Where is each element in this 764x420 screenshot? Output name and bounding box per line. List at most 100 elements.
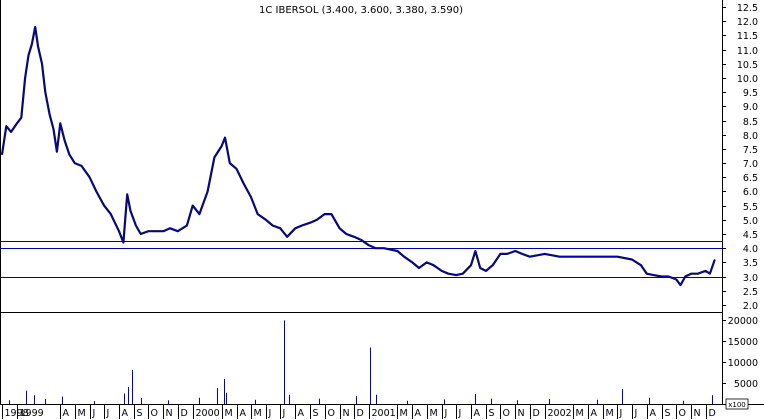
x-tick-label: D [357, 408, 364, 419]
price-y-tick-label: 5.0 [743, 216, 758, 227]
price-point [49, 114, 51, 116]
price-point [235, 168, 238, 170]
x-tick-label: J [634, 408, 638, 419]
price-point [709, 273, 711, 275]
price-point [80, 165, 83, 167]
price-y-tick-label: 6.5 [743, 173, 758, 184]
price-y-tick-label: 12.0 [737, 17, 758, 28]
price-y-tick-label: 2.0 [743, 301, 758, 312]
x-tick-label: A [298, 408, 305, 419]
x-tick-label: J [458, 408, 462, 419]
price-y-tick-label: 3.5 [743, 258, 758, 269]
price-y-tick-label: 5.5 [743, 202, 758, 213]
price-point [89, 176, 91, 178]
price-y-tick-label: 4.5 [743, 230, 758, 241]
x-tick-label: N [166, 408, 173, 419]
x-tick-label: N [343, 408, 350, 419]
price-point [294, 227, 296, 229]
price-point [396, 250, 398, 252]
price-point [383, 247, 385, 249]
price-point [690, 273, 692, 275]
x-tick-label: J [282, 408, 286, 419]
volume-multiplier-label: x100 [728, 401, 746, 409]
x-tick-label: A [63, 408, 70, 419]
price-point [31, 43, 33, 45]
price-point [213, 156, 215, 158]
price-point [330, 213, 332, 215]
price-y-tick-label: 9.0 [743, 102, 758, 113]
x-tick-label: 2001 [372, 408, 396, 419]
x-tick-label: O [328, 408, 335, 419]
price-point [37, 46, 39, 48]
x-tick-label: M [576, 408, 584, 419]
price-point [10, 131, 12, 133]
price-y-tick-label: 2.5 [743, 287, 758, 298]
price-point [177, 230, 179, 232]
price-point [44, 91, 46, 93]
price-point [411, 261, 413, 263]
x-tick-label: S [489, 408, 495, 419]
x-tick-label: N [694, 408, 701, 419]
price-point [521, 253, 523, 255]
price-point [59, 122, 61, 124]
price-point [64, 139, 66, 141]
price-y-axis: 2.0 2.5 3.0 3.5 4.0 4.5 5.0 5.5 6.0 6.5 7.0 7.5 8.0 8… [722, 3, 758, 312]
price-point [479, 267, 481, 269]
price-point [697, 273, 699, 275]
price-y-tick-label: 11.0 [737, 46, 758, 57]
price-point [441, 270, 443, 272]
price-point [103, 205, 105, 207]
x-tick-label: M [606, 408, 614, 419]
price-point [279, 227, 281, 229]
price-point [345, 233, 347, 235]
x-tick-label: A [122, 408, 129, 419]
price-point [705, 270, 707, 272]
price-point [432, 264, 435, 266]
volume-y-axis: 5000 10000 15000 20000 [722, 316, 758, 390]
x-tick-label: N [518, 408, 525, 419]
x-tick-label: 1999 [20, 408, 44, 419]
price-point [418, 267, 420, 269]
price-point [640, 264, 642, 266]
price-point [667, 275, 670, 278]
price-point [339, 227, 341, 229]
price-y-tick-label: 4.0 [743, 244, 758, 255]
price-y-tick-label: 8.5 [743, 117, 758, 128]
price-point [135, 224, 137, 227]
price-point [514, 250, 516, 252]
price-point [652, 274, 655, 276]
chart-title: 1C IBERSOL (3.400, 3.600, 3.380, 3.590) [259, 5, 463, 16]
price-point [587, 256, 589, 258]
x-tick-label: M [225, 408, 233, 419]
volume-y-tick-label: 20000 [728, 316, 758, 327]
price-point [492, 264, 494, 266]
price-y-tick-label: 7.5 [743, 145, 758, 156]
price-point [207, 190, 209, 193]
x-tick-label: D [181, 408, 188, 419]
price-point [250, 196, 252, 198]
price-point [118, 230, 120, 232]
price-y-tick-label: 7.0 [743, 159, 758, 170]
price-point [162, 230, 164, 232]
x-tick-label: 1998 [5, 408, 29, 419]
x-tick-label: S [313, 408, 319, 419]
price-point [572, 256, 574, 258]
price-point [375, 247, 377, 249]
price-point [126, 193, 128, 195]
price-point [242, 182, 244, 184]
price-series [0, 25, 716, 287]
price-point [1, 154, 3, 156]
x-tick-label: A [650, 408, 657, 419]
price-point [169, 227, 171, 229]
price-point [616, 256, 619, 258]
price-point [198, 213, 200, 215]
price-point [684, 275, 686, 278]
price-point [224, 137, 226, 139]
price-point [309, 222, 311, 224]
price-point [499, 253, 501, 255]
x-tick-label: 2002 [548, 408, 572, 419]
price-point [316, 219, 318, 221]
